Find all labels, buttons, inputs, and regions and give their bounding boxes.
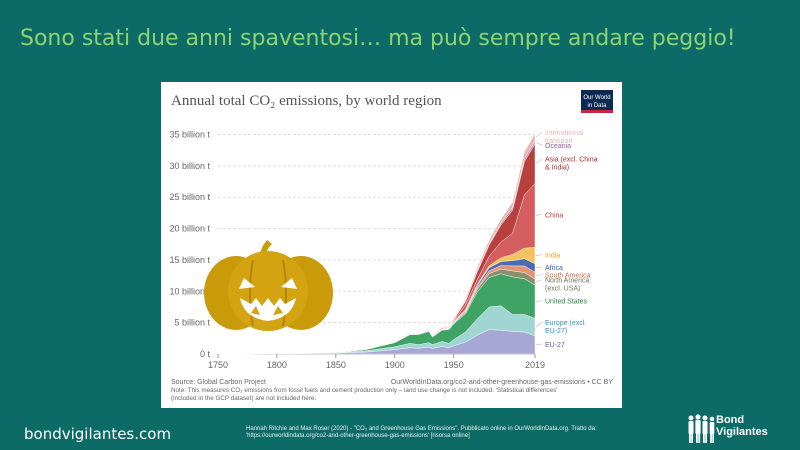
legend-connector: [536, 301, 542, 302]
chart-url-license[interactable]: OurWorldInData.org/co2-and-other-greenho…: [391, 379, 613, 386]
brand-text: Bond Vigilantes: [716, 414, 768, 438]
x-tick-label: 2019: [525, 360, 545, 370]
slide-title: Sono stati due anni spaventosi… ma può s…: [20, 26, 736, 51]
brand-line2: Vigilantes: [716, 426, 768, 438]
legend-label: Asia (excl. China: [545, 157, 598, 164]
legend-label: China: [545, 212, 563, 219]
chart-note-line1: Note: This measures CO₂ emissions from f…: [171, 387, 557, 394]
legend-label: United States: [545, 299, 588, 306]
owid-logo-line1: Our World: [583, 95, 610, 101]
y-tick-label: 35 billion t: [169, 130, 210, 140]
legend-connector: [536, 255, 542, 256]
y-tick-label: 30 billion t: [169, 161, 210, 171]
people-silhouette-icon: [686, 413, 716, 445]
legend-label: & India): [545, 165, 569, 172]
chart-panel: Annual total CO₂ emissions, by world reg…: [161, 82, 622, 408]
y-tick-label: 20 billion t: [169, 224, 210, 234]
x-tick-label: 1850: [326, 360, 346, 370]
y-axis-ticks: 0 t5 billion t10 billion t15 billion t20…: [169, 130, 210, 359]
x-tick-label: 1750: [208, 360, 228, 370]
legend-label: (excl. USA): [545, 286, 580, 293]
owid-logo[interactable]: Our World in Data: [581, 90, 613, 113]
citation-line1: Hannah Ritchie and Max Roser (2020) - "C…: [246, 426, 626, 433]
legend-label: International: [545, 130, 584, 137]
brand-line1: Bond: [716, 414, 768, 426]
legend-connector: [536, 280, 542, 282]
y-tick-label: 25 billion t: [169, 192, 210, 202]
footer-website[interactable]: bondvigilantes.com: [24, 425, 171, 443]
legend-label: North America: [545, 278, 589, 285]
chart-note-line2: (included in the GCP dataset) are not in…: [171, 395, 316, 402]
legend-connector: [536, 159, 542, 164]
x-tick-label: 1800: [267, 360, 287, 370]
owid-logo-line2: in Data: [587, 103, 607, 109]
chart-source: Source: Global Carbon Project: [171, 379, 266, 386]
legend-label: EU-27): [545, 328, 567, 335]
legend-label: India: [545, 253, 560, 260]
x-tick-label: 1900: [385, 360, 405, 370]
legend-label: EU-27: [545, 342, 565, 349]
y-tick-label: 15 billion t: [169, 255, 210, 265]
legend-connector: [536, 267, 542, 268]
citation-line2: 'https://ourworldindata.org/co2-and-othe…: [246, 433, 626, 440]
legend-connector: [536, 214, 542, 215]
legend-label: Africa: [545, 265, 563, 272]
legend-connector: [536, 322, 542, 327]
legend-label: Europe (excl.: [545, 320, 586, 327]
x-axis-ticks: 1750 1800 1850 1900 1950 2019: [208, 354, 545, 370]
bond-vigilantes-logo: Bond Vigilantes: [686, 412, 786, 446]
y-tick-label: 0 t: [200, 349, 211, 359]
legend-connector: [536, 344, 542, 345]
jack-o-lantern-icon: [204, 240, 333, 331]
legend-connector: [536, 275, 542, 276]
legend-label: Oceania: [545, 143, 571, 150]
y-tick-label: 5 billion t: [174, 318, 210, 328]
citation: Hannah Ritchie and Max Roser (2020) - "C…: [246, 426, 626, 440]
x-tick-label: 1950: [444, 360, 464, 370]
co2-area-chart: Annual total CO₂ emissions, by world reg…: [161, 82, 622, 408]
legend-connector: [536, 132, 542, 137]
legend-connector: [536, 143, 542, 146]
chart-title: Annual total CO₂ emissions, by world reg…: [171, 93, 442, 109]
